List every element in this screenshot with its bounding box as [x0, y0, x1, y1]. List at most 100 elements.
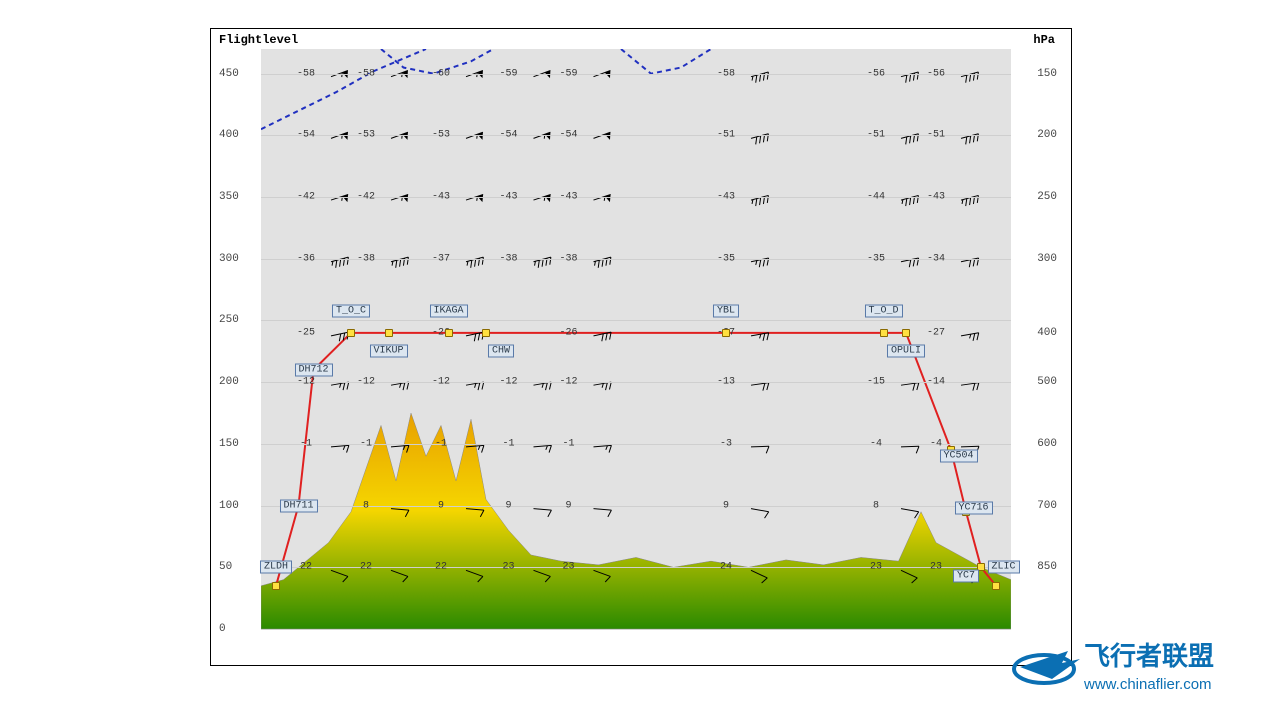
ytick-right: 150: [1037, 68, 1057, 80]
temperature-value: -51: [717, 130, 735, 141]
wind-barb: [391, 132, 410, 145]
wind-barb: [331, 71, 350, 84]
watermark-svg: 飞行者联盟 www.chinaflier.com: [1008, 627, 1268, 705]
waypoint-label: IKAGA: [429, 304, 467, 317]
temperature-value: -43: [559, 192, 577, 203]
gridline: [261, 444, 1011, 445]
temperature-value: -59: [499, 68, 517, 79]
wind-barb: [751, 446, 769, 454]
waypoint-label: YBL: [713, 304, 739, 317]
wind-barb: [750, 509, 769, 519]
gridline: [261, 320, 1011, 321]
temperature-value: -12: [297, 377, 315, 388]
ytick-right: 250: [1037, 191, 1057, 203]
watermark-url: www.chinaflier.com: [1083, 676, 1212, 693]
temperature-value: -1: [562, 438, 574, 449]
wind-barb: [331, 445, 350, 454]
ytick-right: 600: [1037, 438, 1057, 450]
temperature-value: -34: [927, 253, 945, 264]
waypoint-label: DH711: [279, 499, 317, 512]
left-axis-title: Flightlevel: [219, 33, 298, 47]
temperature-value: -58: [717, 68, 735, 79]
temperature-value: 22: [300, 562, 312, 573]
temperature-value: -27: [927, 327, 945, 338]
waypoint-marker: [902, 329, 910, 337]
temperature-value: -37: [432, 253, 450, 264]
iso-line: [261, 49, 426, 129]
wind-barb: [533, 509, 552, 518]
temperature-value: -44: [867, 192, 885, 203]
temperature-value: -1: [360, 438, 372, 449]
ytick-left: 0: [219, 623, 226, 635]
temperature-value: -53: [357, 130, 375, 141]
waypoint-label: CHW: [488, 345, 514, 358]
wind-barb: [900, 509, 919, 519]
chart-frame: Flightlevel hPa 050100150200250300350400…: [210, 28, 1072, 666]
right-axis-title: hPa: [1033, 33, 1055, 47]
gridline: [261, 567, 1011, 568]
terrain-fill: [261, 413, 1011, 629]
wind-barb: [534, 445, 553, 454]
wind-barb: [961, 333, 980, 343]
waypoint-label: YC504: [939, 450, 977, 463]
temperature-value: -12: [499, 377, 517, 388]
waypoint-label: OPULI: [887, 345, 925, 358]
waypoint-marker: [272, 582, 280, 590]
temperature-value: -43: [432, 192, 450, 203]
gridline: [261, 506, 1011, 507]
temperature-value: -26: [559, 327, 577, 338]
waypoint-marker: [992, 582, 1000, 590]
wind-barb: [466, 132, 485, 145]
temperature-value: -43: [499, 192, 517, 203]
temperature-value: -43: [717, 192, 735, 203]
waypoint-label: YC7: [953, 569, 979, 582]
waypoint-marker: [722, 329, 730, 337]
ytick-left: 150: [219, 438, 239, 450]
wind-barb: [534, 71, 553, 84]
temperature-value: -54: [559, 130, 577, 141]
temperature-value: -38: [357, 253, 375, 264]
temperature-value: -13: [717, 377, 735, 388]
temperature-value: -54: [297, 130, 315, 141]
wind-barb: [751, 383, 770, 392]
waypoint-marker: [880, 329, 888, 337]
iso-line: [621, 49, 711, 74]
ytick-left: 200: [219, 376, 239, 388]
temperature-value: -15: [867, 377, 885, 388]
waypoint-label: ZLIC: [987, 561, 1019, 574]
wind-barb: [534, 382, 553, 392]
temperature-value: -4: [930, 438, 942, 449]
waypoint-marker: [347, 329, 355, 337]
waypoint-label: VIKUP: [369, 345, 407, 358]
wind-barb: [594, 382, 613, 392]
temperature-value: -58: [357, 68, 375, 79]
temperature-value: -43: [927, 192, 945, 203]
ytick-right: 850: [1037, 561, 1057, 573]
temperature-value: -56: [867, 68, 885, 79]
temperature-value: -38: [499, 253, 517, 264]
wind-barb: [391, 382, 410, 392]
wind-barb: [466, 382, 485, 392]
temperature-value: -1: [300, 438, 312, 449]
watermark-brand: 飞行者联盟: [1084, 641, 1214, 671]
wind-barb: [391, 71, 410, 84]
temperature-value: 22: [360, 562, 372, 573]
wind-barb: [901, 383, 920, 392]
temperature-value: 23: [870, 562, 882, 573]
temperature-value: -14: [927, 377, 945, 388]
temperature-value: 9: [565, 500, 571, 511]
ytick-right: 400: [1037, 327, 1057, 339]
temperature-value: -60: [432, 68, 450, 79]
temperature-value: 9: [723, 500, 729, 511]
wind-barb: [466, 71, 485, 84]
waypoint-marker: [385, 329, 393, 337]
temperature-value: 22: [435, 562, 447, 573]
watermark: 飞行者联盟 www.chinaflier.com: [1008, 627, 1268, 710]
temperature-value: -51: [867, 130, 885, 141]
temperature-value: 8: [873, 500, 879, 511]
temperature-value: 23: [562, 562, 574, 573]
temperature-value: -42: [297, 192, 315, 203]
ytick-right: 700: [1037, 500, 1057, 512]
wind-barb: [534, 132, 553, 145]
ytick-left: 50: [219, 561, 232, 573]
